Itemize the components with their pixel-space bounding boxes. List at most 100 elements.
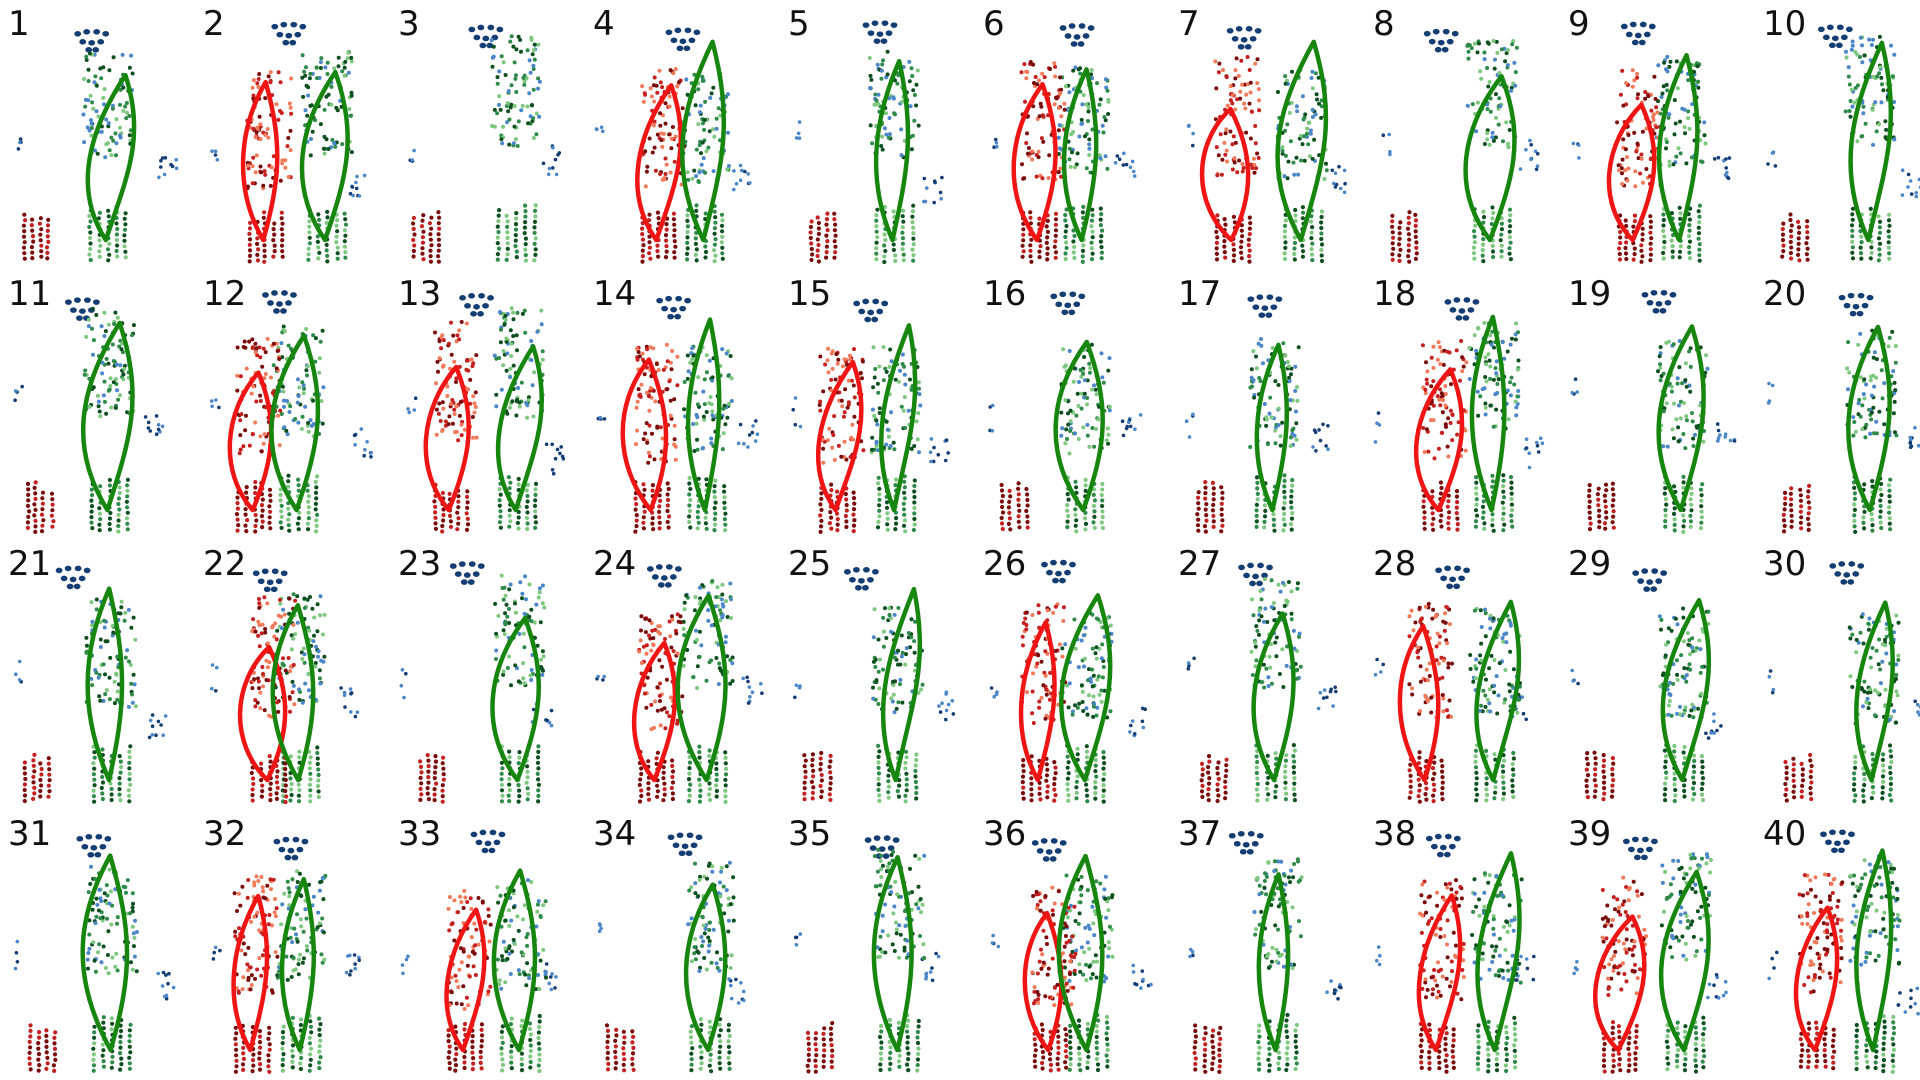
red-hand-dots [25, 480, 56, 534]
panel: 29 [1560, 540, 1752, 810]
panel-label: 14 [593, 274, 637, 314]
green-trajectory [675, 593, 728, 783]
panel: 30 [1755, 540, 1920, 810]
red-hand-dots [1214, 213, 1253, 264]
red-trajectory [444, 907, 487, 1053]
green-trajectory [1854, 848, 1894, 1053]
green-trajectory [80, 320, 135, 513]
green-trajectory [880, 586, 923, 783]
panel: 16 [975, 270, 1167, 540]
side-markers-left [210, 663, 219, 693]
red-hand-dots [1192, 1023, 1223, 1074]
head-markers [1031, 838, 1067, 862]
green-trajectory [299, 69, 350, 243]
gesture-point-cloud [408, 24, 562, 264]
panel-label: 9 [1568, 4, 1590, 44]
green-arm-dots [82, 306, 136, 419]
side-markers-right [736, 419, 760, 449]
side-markers-left [1186, 123, 1195, 148]
red-trajectory [240, 79, 280, 243]
side-markers-right [1113, 151, 1137, 178]
green-hand-dots [1065, 743, 1107, 804]
red-hand-dots [1781, 483, 1812, 534]
panel: 31 [0, 810, 192, 1080]
head-markers [1620, 21, 1656, 46]
side-markers-right [348, 173, 367, 198]
green-trajectory [1254, 342, 1290, 513]
green-arm-dots [489, 34, 542, 148]
red-trajectory [1416, 893, 1463, 1053]
side-markers-left [210, 149, 220, 162]
head-markers [1838, 292, 1874, 317]
red-trajectory [227, 370, 274, 513]
head-markers [262, 290, 297, 314]
green-trajectory [1061, 67, 1099, 243]
side-markers-left [594, 125, 605, 134]
green-arm-dots [1467, 320, 1521, 431]
gesture-point-cloud [1186, 562, 1338, 804]
head-markers [470, 829, 506, 854]
red-hand-dots [1584, 750, 1616, 802]
head-markers [1425, 833, 1461, 858]
panel-label: 25 [788, 544, 832, 584]
panel: 37 [1170, 810, 1362, 1080]
side-markers-left [13, 939, 20, 971]
head-markers [1041, 559, 1076, 584]
green-arm-dots [681, 579, 735, 690]
side-markers-right [1131, 963, 1153, 990]
panel: 10 [1755, 0, 1920, 270]
head-markers [1435, 565, 1471, 590]
side-markers-right [156, 970, 176, 1001]
side-markers-right [1700, 712, 1723, 740]
gesture-point-cloud [794, 20, 944, 265]
green-trajectory [1056, 853, 1105, 1053]
head-markers [1423, 28, 1459, 53]
red-arm-dots [817, 346, 866, 465]
side-markers-left [597, 922, 603, 933]
panel: 33 [390, 810, 582, 1080]
red-hand-dots [411, 210, 442, 264]
side-markers-left [989, 686, 999, 699]
side-markers-left [793, 932, 803, 947]
panel: 19 [1560, 270, 1752, 540]
head-markers [65, 297, 100, 321]
side-markers-left [14, 659, 24, 684]
red-hand-dots [604, 1023, 636, 1073]
red-trajectory [237, 644, 288, 783]
red-hand-dots [805, 1021, 835, 1074]
side-markers-right [1913, 699, 1920, 717]
red-hand-dots [22, 752, 52, 804]
green-arm-dots [686, 860, 736, 973]
green-hand-dots [280, 1013, 323, 1073]
red-hand-dots [27, 1023, 58, 1073]
panel: 15 [780, 270, 972, 540]
panel-label: 23 [398, 544, 442, 584]
green-trajectory [495, 344, 545, 513]
green-hand-dots [495, 203, 538, 263]
side-markers-left [1572, 960, 1579, 976]
green-trajectory [683, 882, 728, 1053]
side-markers-right [339, 686, 360, 719]
head-markers [667, 832, 703, 857]
panel-label: 35 [788, 814, 832, 854]
red-hand-dots [1587, 481, 1616, 532]
head-markers [665, 27, 701, 52]
red-hand-dots [802, 750, 833, 802]
gesture-point-cloud [1184, 294, 1330, 534]
gesture-point-cloud [400, 829, 558, 1074]
panel-label: 3 [398, 4, 420, 44]
panel: 35 [780, 810, 972, 1080]
green-trajectory [1256, 872, 1291, 1053]
side-markers-right [922, 175, 944, 205]
side-markers-left [1570, 668, 1580, 686]
side-markers-right [1715, 422, 1737, 443]
panel-label: 37 [1178, 814, 1222, 854]
side-markers-right [1908, 425, 1920, 449]
head-markers [1820, 829, 1855, 854]
side-markers-left [791, 396, 803, 429]
green-trajectory [685, 317, 722, 513]
side-markers-right [1706, 973, 1728, 1000]
side-markers-left [596, 415, 607, 421]
side-markers-right [741, 675, 764, 705]
